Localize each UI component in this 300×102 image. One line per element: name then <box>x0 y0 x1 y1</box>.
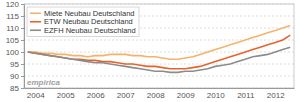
y-tick: 95 <box>10 60 24 69</box>
y-tick-mark <box>21 52 24 53</box>
x-tick: 2008 <box>147 91 165 100</box>
grid-line <box>24 4 294 5</box>
y-tick: 85 <box>10 84 24 93</box>
y-tick-mark <box>21 4 24 5</box>
y-tick-mark <box>21 64 24 65</box>
y-tick-mark <box>21 88 24 89</box>
legend-swatch <box>30 21 41 23</box>
y-tick-label: 115 <box>6 12 19 21</box>
y-tick: 120 <box>6 0 24 9</box>
x-axis-line <box>25 88 295 89</box>
x-tick-label: 2011 <box>237 91 255 100</box>
y-tick-label: 105 <box>6 36 20 45</box>
x-tick-label: 2009 <box>177 91 195 100</box>
plot: 8590951001051101151202004200520062007200… <box>6 0 295 100</box>
y-tick: 110 <box>6 24 24 33</box>
grid-line <box>24 76 294 77</box>
lines <box>28 26 291 73</box>
x-tick: 2007 <box>117 91 135 100</box>
x-tick-label: 2004 <box>27 91 45 100</box>
annotation: empirica <box>27 78 60 87</box>
legend-swatch <box>30 29 41 31</box>
series-line <box>28 47 291 72</box>
y-tick-label: 120 <box>6 0 20 9</box>
x-axis: 2004 2005 2006 2007 2008 2009 2010 2011 2012 <box>25 89 295 100</box>
x-tick-label: 2005 <box>57 91 75 100</box>
x-tick: 2010 <box>207 91 225 100</box>
y-tick-label: 100 <box>6 48 20 57</box>
grid <box>24 4 294 88</box>
y-tick: 105 <box>6 36 24 45</box>
y-tick-mark <box>21 40 24 41</box>
y-tick-label: 85 <box>10 84 19 93</box>
y-axis-line <box>21 5 25 89</box>
x-tick: 2009 <box>177 91 195 100</box>
y-tick: 90 <box>10 72 24 81</box>
x-tick-label: 2007 <box>117 91 135 100</box>
x-tick: 2004 <box>27 91 45 100</box>
grid-line <box>24 52 294 53</box>
x-tick: 2012 <box>267 91 285 100</box>
x-tick-label: 2006 <box>87 91 105 100</box>
series-line <box>28 26 291 60</box>
x-tick-label: 2012 <box>267 91 285 100</box>
y-tick-mark <box>21 28 24 29</box>
legend-label: EZFH Neubau Deutschland <box>44 26 136 35</box>
grid-line <box>24 64 294 65</box>
x-tick: 2005 <box>57 91 75 100</box>
grid-line <box>24 40 294 41</box>
legend-box <box>27 7 139 37</box>
x-tick-label: 2010 <box>207 91 225 100</box>
x-tick: 2011 <box>237 91 255 100</box>
x-tick-label: 2008 <box>147 91 165 100</box>
chart: 8590951001051101151202004200520062007200… <box>0 0 300 102</box>
y-axis: 85 90 95 100 105 110 115 120 <box>6 0 25 93</box>
y-tick: 100 <box>6 48 24 57</box>
legend-swatch <box>30 12 41 14</box>
y-tick-mark <box>21 16 24 17</box>
series-line <box>28 35 291 69</box>
grid-line <box>24 88 294 89</box>
y-tick-mark <box>21 76 24 77</box>
y-tick-label: 90 <box>10 72 19 81</box>
plot-frame <box>24 4 294 88</box>
y-tick-label: 95 <box>10 60 19 69</box>
y-tick: 115 <box>6 12 24 21</box>
y-tick-label: 110 <box>6 24 19 33</box>
x-tick: 2006 <box>87 91 105 100</box>
legend: Miete Neubau DeutschlandETW Neubau Deuts… <box>27 7 139 37</box>
